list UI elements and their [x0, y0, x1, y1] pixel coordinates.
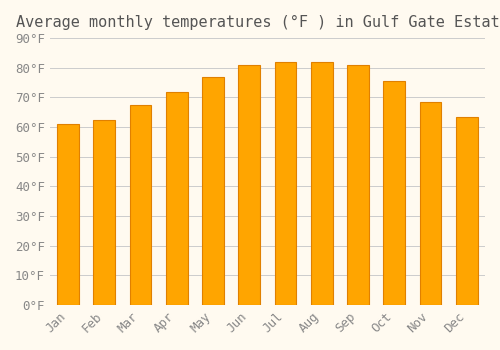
Bar	[57, 124, 79, 305]
Title: Average monthly temperatures (°F ) in Gulf Gate Estates: Average monthly temperatures (°F ) in Gu…	[16, 15, 500, 30]
Bar	[130, 105, 152, 305]
Bar	[420, 102, 442, 305]
Bar	[456, 117, 477, 305]
Bar	[202, 77, 224, 305]
Bar	[384, 81, 405, 305]
Bar	[166, 91, 188, 305]
Bar	[274, 62, 296, 305]
Bar	[311, 62, 332, 305]
Bar	[94, 120, 115, 305]
Bar	[238, 65, 260, 305]
Bar	[347, 65, 369, 305]
